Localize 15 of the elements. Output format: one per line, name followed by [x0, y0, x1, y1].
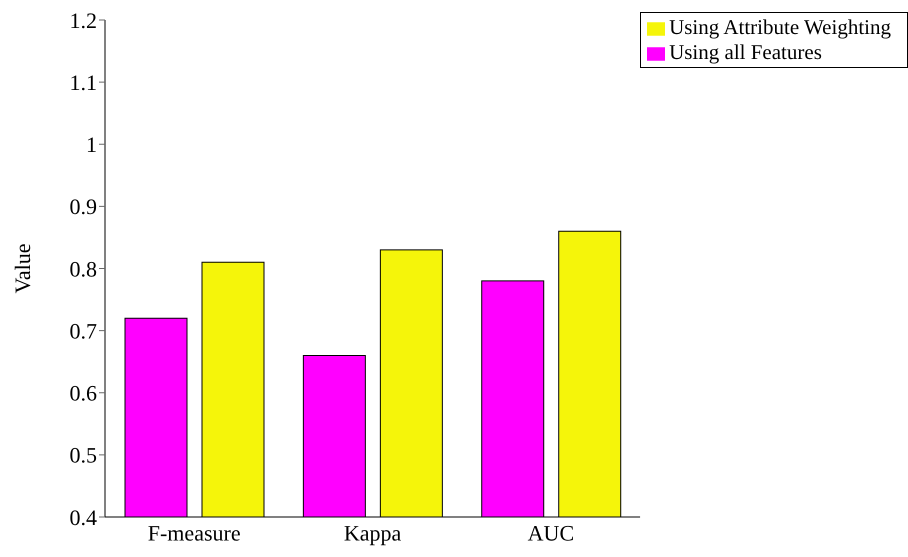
y-tick-label: 1.2 [70, 8, 97, 33]
legend-label: Using all Features [669, 40, 822, 64]
y-tick-label: 0.5 [70, 442, 97, 468]
y-tick-label: 0.6 [70, 380, 97, 406]
y-tick-label: 1.1 [70, 70, 97, 95]
y-tick-label: 1 [86, 132, 97, 158]
y-tick-label: 0.4 [70, 504, 97, 530]
x-tick-label: Kappa [344, 520, 402, 546]
x-tick-label: F-measure [148, 520, 241, 546]
y-tick-label: 0.7 [70, 318, 97, 344]
x-tick-label: AUC [528, 520, 574, 546]
legend-label: Using Attribute Weighting [669, 15, 891, 39]
y-axis-title: Value [10, 243, 35, 294]
y-tick-label: 0.9 [70, 194, 97, 220]
y-tick-label: 0.8 [70, 256, 97, 282]
